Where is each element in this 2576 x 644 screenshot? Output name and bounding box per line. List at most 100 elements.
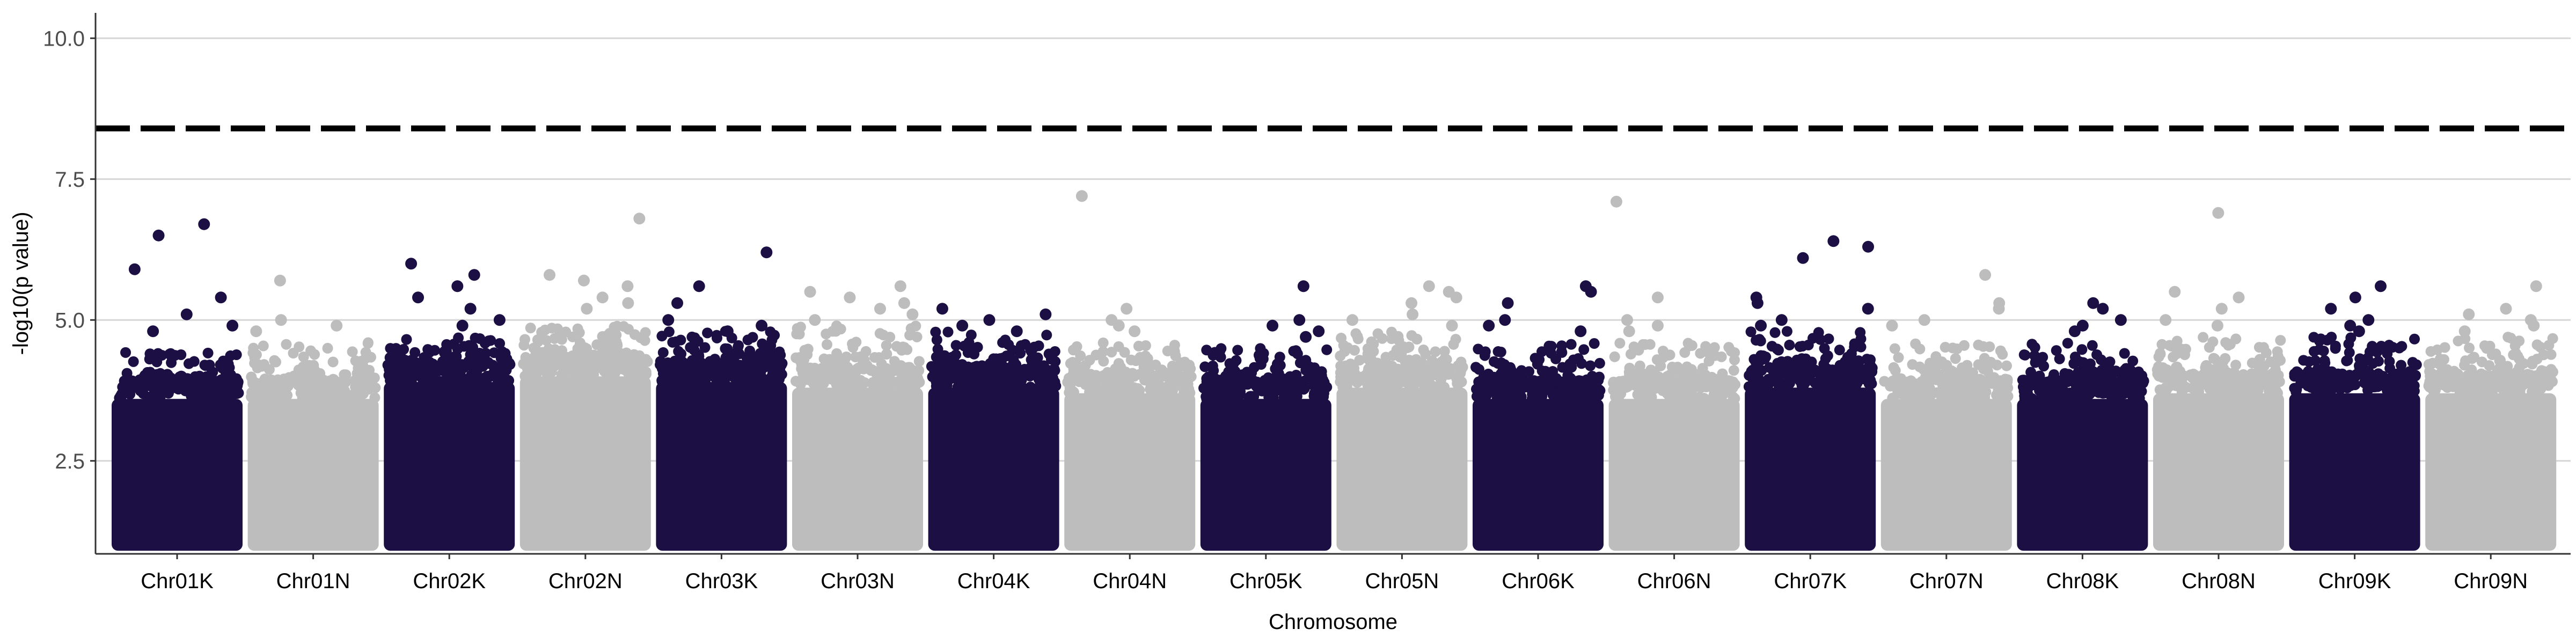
data-point [1920,371,1931,382]
data-point [450,350,461,362]
data-point [931,376,942,387]
data-point [1230,376,1241,387]
peak-point [1297,280,1309,292]
data-point [1025,382,1036,393]
x-tick-label: Chr01N [276,569,350,593]
data-point [1540,376,1551,387]
data-point [1122,371,1133,382]
peak-point [2362,314,2375,326]
data-point [1372,328,1384,339]
series-Chr08K [2017,297,2149,551]
data-point [1594,357,1605,369]
data-point [742,334,753,346]
data-point [1169,346,1180,357]
data-point [906,365,918,376]
data-point [692,336,704,347]
data-point [665,358,676,370]
data-point [730,373,742,384]
data-point [411,360,422,371]
data-point [1363,354,1374,365]
data-point [1232,345,1243,356]
peak-point [1751,297,1763,309]
data-point [2476,368,2487,379]
data-point [2154,384,2165,396]
data-point [1393,335,1404,346]
data-point [1851,377,1863,389]
data-point [1050,380,1062,392]
data-point [1614,338,1626,349]
data-point [853,379,864,391]
dense-point-cloud [2017,399,2148,551]
data-point [1034,379,1045,391]
data-point [2424,380,2435,392]
data-point [2185,370,2196,381]
data-point [1782,356,1793,367]
data-point [1300,375,1311,386]
data-point [774,346,785,357]
data-point [2361,370,2372,382]
data-point [556,334,567,345]
data-point [972,341,983,353]
data-point [1896,373,1907,384]
peak-point [405,258,418,270]
data-point [1479,350,1490,361]
data-point [483,371,494,383]
data-point [135,385,146,397]
peak-point [721,325,734,338]
data-point [324,385,335,397]
data-point [2373,370,2384,382]
peak-point [493,314,506,326]
data-point [469,359,480,370]
data-point [2513,385,2524,396]
data-point [1525,376,1536,387]
data-point [1910,338,1921,349]
data-point [818,365,830,376]
x-tick-label: Chr07N [1909,569,1984,593]
data-point [1075,370,1087,381]
series-Chr04N [1062,190,1197,551]
peak-point [226,319,239,332]
peak-point [804,286,816,298]
data-point [591,339,603,350]
data-point [453,332,464,343]
peak-point [2097,303,2109,315]
data-point [298,352,309,363]
data-point [318,376,330,387]
data-point [777,358,788,369]
data-point [1516,365,1527,376]
data-point [910,320,921,332]
data-point [1435,374,1446,385]
data-point [368,373,379,384]
data-point [1430,346,1441,357]
data-point [1119,347,1130,358]
peak-point [874,303,886,315]
data-point [1368,338,1379,349]
data-point [1993,376,2004,387]
peak-point [2114,314,2127,326]
data-point [734,348,745,360]
data-point [1253,349,1264,361]
data-point [144,354,155,365]
data-point [2319,357,2331,369]
series-Chr02N [518,213,653,551]
peak-point [2211,319,2223,332]
data-point [2198,332,2209,343]
peak-point [1651,319,1664,332]
data-point [1890,365,1901,376]
data-point [932,343,943,355]
data-point [453,373,464,384]
data-point [1210,373,1221,384]
data-point [830,326,841,337]
data-point [1594,385,1606,396]
data-point [1529,353,1541,364]
data-point [879,377,890,388]
peak-point [936,303,948,315]
data-point [2221,379,2232,391]
data-point [716,369,728,380]
data-point [1827,379,1839,391]
data-point [1967,367,1979,378]
data-point [1561,376,1572,387]
data-point [611,330,622,341]
data-point [2469,352,2480,363]
